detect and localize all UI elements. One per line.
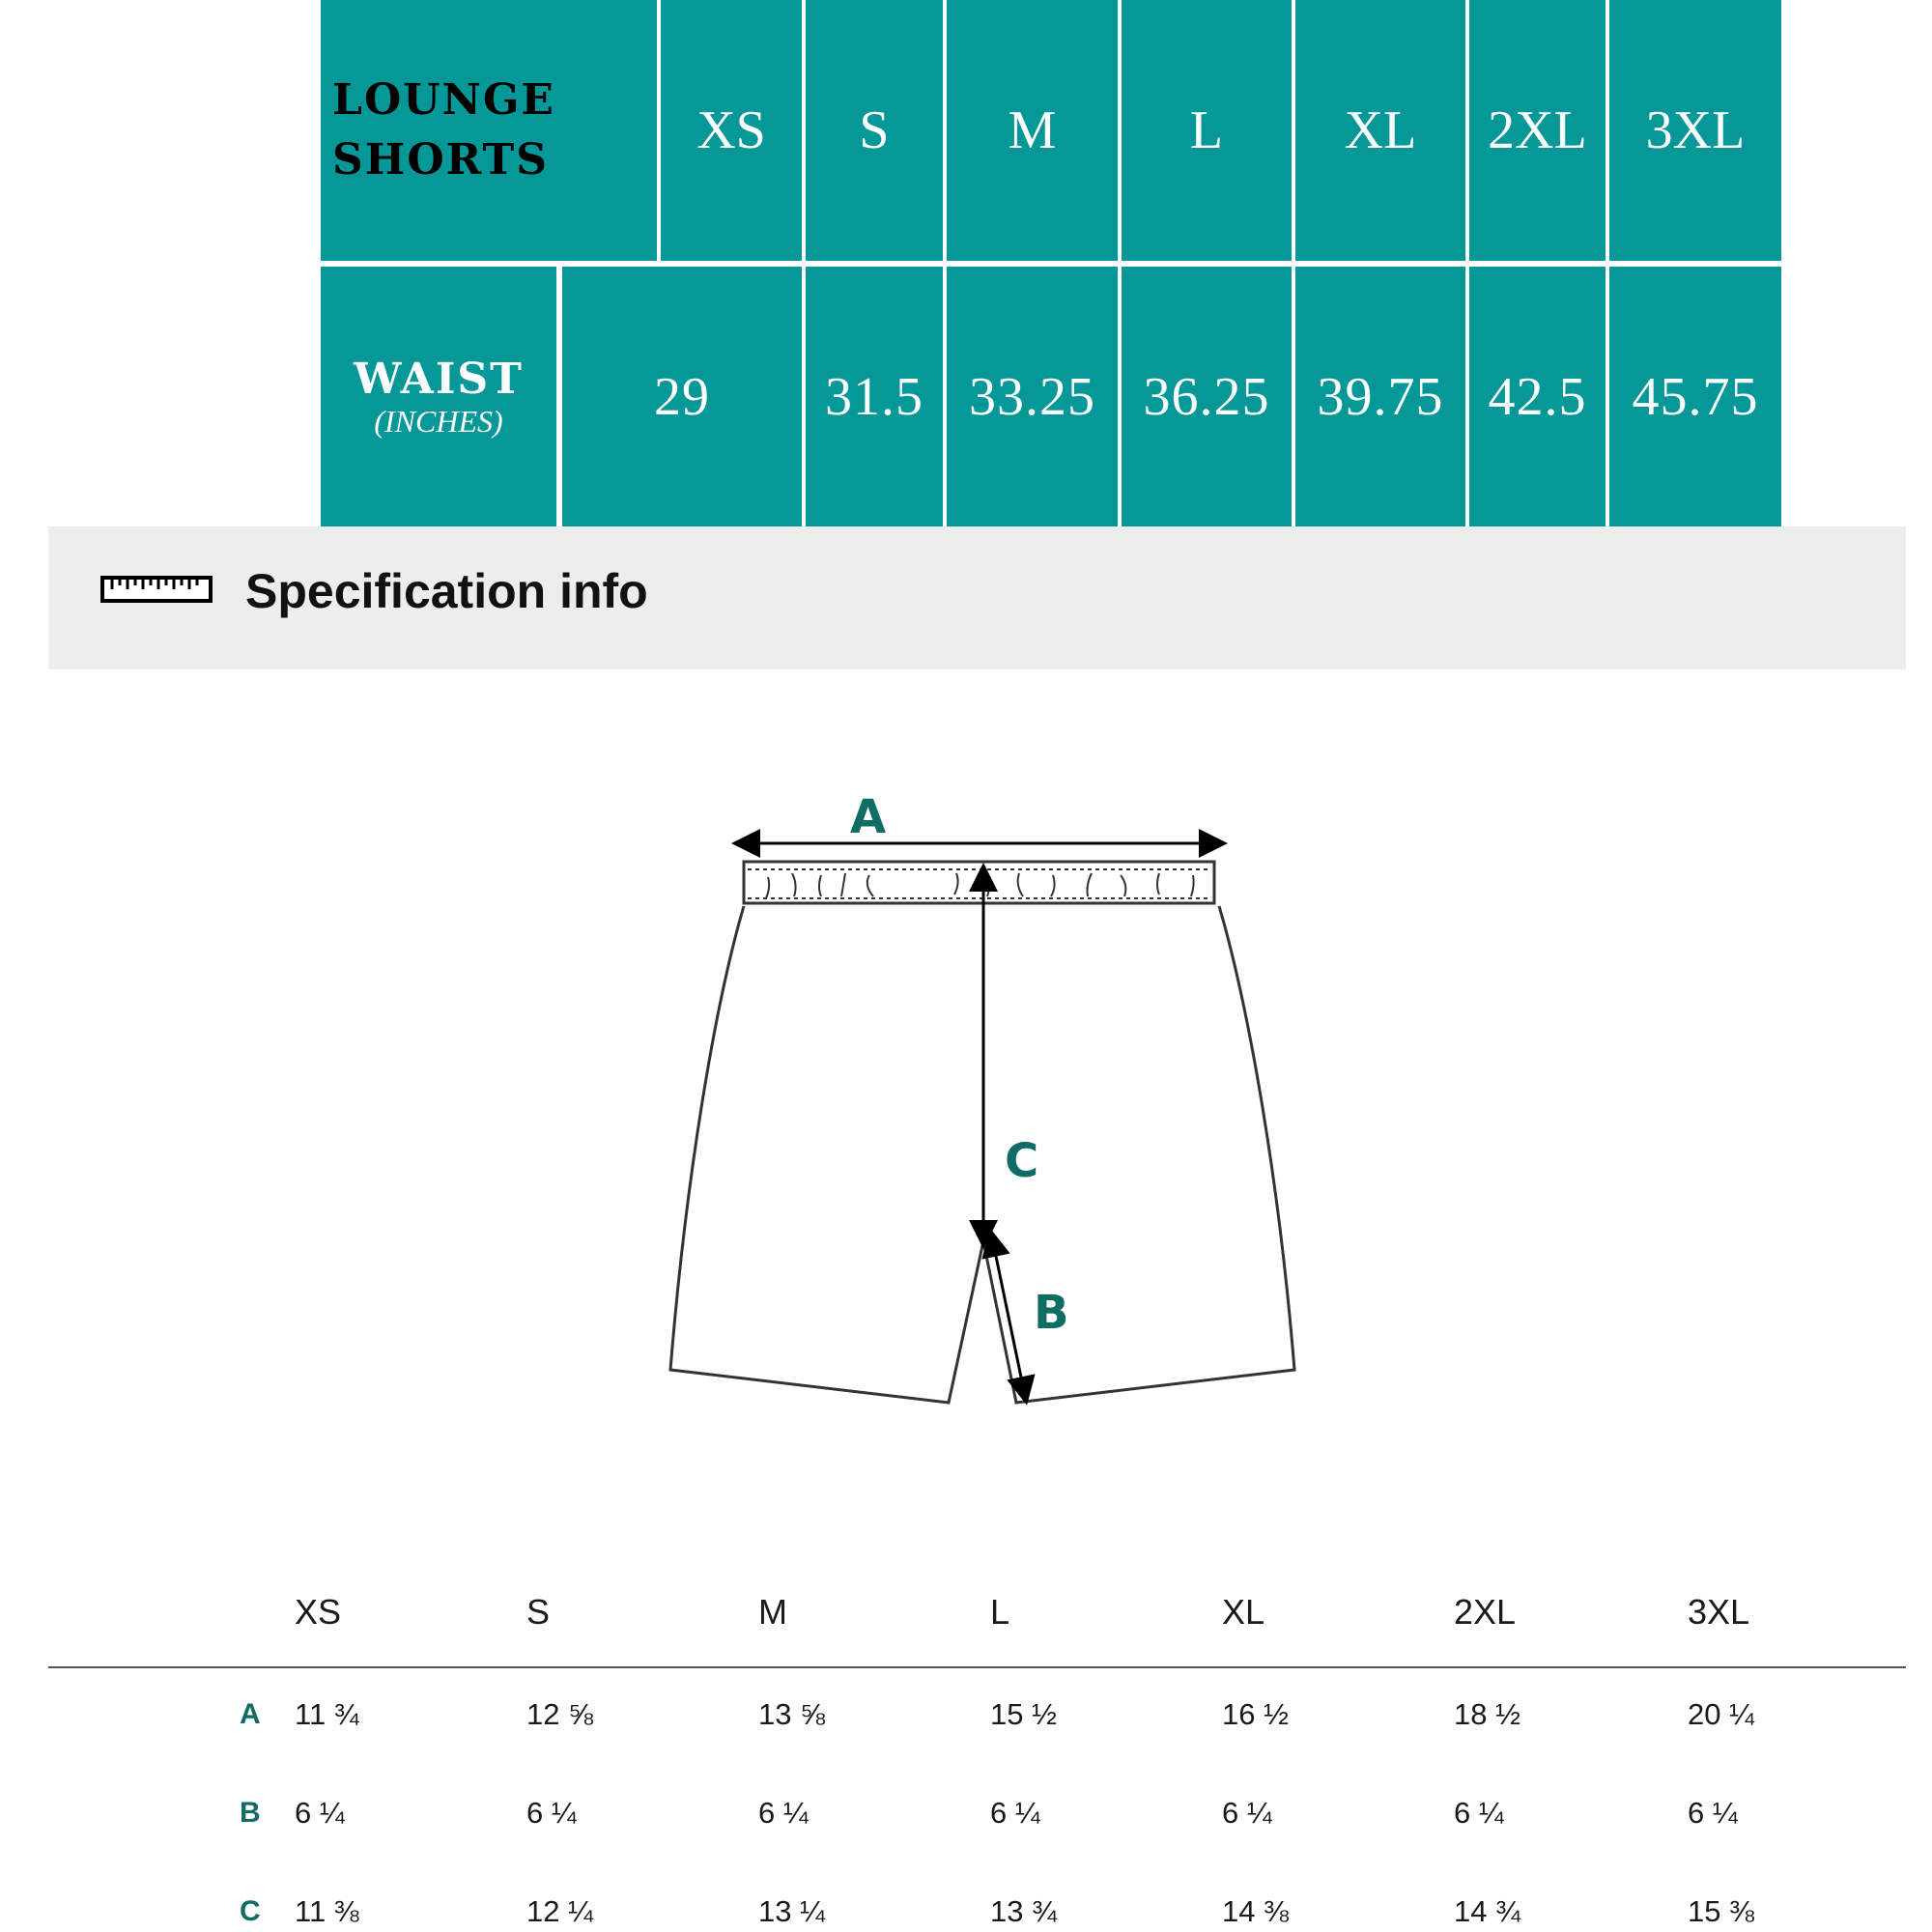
col-header-xl: XL <box>1222 1592 1265 1632</box>
size-header-2xl: 2XL <box>1469 0 1605 261</box>
table-cell: 6 ¼ <box>990 1796 1040 1830</box>
table-cell: 6 ¼ <box>526 1796 577 1830</box>
waist-value-m: 33.25 <box>947 267 1118 526</box>
size-header-xl: XL <box>1295 0 1465 261</box>
col-header-m: M <box>758 1592 787 1632</box>
row-label-b: B <box>240 1797 261 1829</box>
measure-b-arrow <box>981 1228 1036 1406</box>
waist-unit: (INCHES) <box>374 403 503 439</box>
size-header-3xl: 3XL <box>1609 0 1781 261</box>
measure-b-label: B <box>1034 1286 1069 1340</box>
table-cell: 6 ¼ <box>1454 1796 1504 1830</box>
table-cell: 6 ¼ <box>758 1796 809 1830</box>
size-header-l: L <box>1122 0 1292 261</box>
table-cell: 18 ½ <box>1454 1697 1520 1731</box>
table-title: LOUNGE SHORTS <box>321 0 657 261</box>
shorts-diagram: A C B <box>668 790 1296 1406</box>
table-divider <box>48 1666 1906 1668</box>
waistband-outline <box>742 860 1216 905</box>
waist-value-xl: 39.75 <box>1295 267 1465 526</box>
measure-a-label: A <box>850 790 886 844</box>
waist-value-2xl: 42.5 <box>1469 267 1605 526</box>
row-label-c: C <box>240 1895 261 1927</box>
table-title-line2: SHORTS <box>332 135 549 185</box>
waist-value-3xl: 45.75 <box>1609 267 1781 526</box>
table-cell: 13 ¼ <box>758 1894 825 1928</box>
table-cell: 12 ⅝ <box>526 1697 593 1731</box>
row-label-a: A <box>240 1698 261 1730</box>
table-cell: 15 ⅜ <box>1688 1894 1754 1928</box>
specification-title: Specification info <box>245 564 648 618</box>
table-cell: 11 ¾ <box>295 1697 359 1731</box>
size-header-xs: XS <box>661 0 802 261</box>
waist-label-cell: WAIST (INCHES) <box>321 267 556 526</box>
col-header-xs: XS <box>295 1592 342 1632</box>
waist-label: WAIST <box>354 354 524 404</box>
ruler-icon <box>100 576 213 603</box>
waist-value-l: 36.25 <box>1122 267 1292 526</box>
table-cell: 13 ¾ <box>990 1894 1057 1928</box>
table-cell: 14 ⅜ <box>1222 1894 1289 1928</box>
table-cell: 11 ⅜ <box>295 1894 359 1928</box>
measure-c-label: C <box>1005 1134 1038 1188</box>
table-cell: 13 ⅝ <box>758 1697 825 1731</box>
table-cell: 20 ¼ <box>1688 1697 1754 1731</box>
table-cell: 15 ½ <box>990 1697 1057 1731</box>
col-header-s: S <box>526 1592 551 1632</box>
table-cell: 6 ¼ <box>1688 1796 1738 1830</box>
waist-value-s: 31.5 <box>806 267 943 526</box>
table-title-line1: LOUNGE <box>332 75 555 125</box>
table-cell: 12 ¼ <box>526 1894 593 1928</box>
specification-table: XS S M L XL 2XL 3XL A 11 ¾ 12 ⅝ 13 ⅝ 15 … <box>48 1565 1906 1932</box>
size-header-s: S <box>806 0 943 261</box>
col-header-3xl: 3XL <box>1688 1592 1750 1632</box>
size-chart-table: LOUNGE SHORTS XS S M L XL 2XL 3XL WAIST … <box>321 0 1781 526</box>
table-cell: 6 ¼ <box>1222 1796 1272 1830</box>
table-cell: 14 ¾ <box>1454 1894 1520 1928</box>
size-header-m: M <box>947 0 1118 261</box>
specification-header: Specification info <box>48 526 1906 669</box>
waist-value-xs: 29 <box>562 267 802 526</box>
table-cell: 6 ¼ <box>295 1796 345 1830</box>
col-header-2xl: 2XL <box>1454 1592 1517 1632</box>
table-cell: 16 ½ <box>1222 1697 1289 1731</box>
col-header-l: L <box>990 1592 1010 1632</box>
